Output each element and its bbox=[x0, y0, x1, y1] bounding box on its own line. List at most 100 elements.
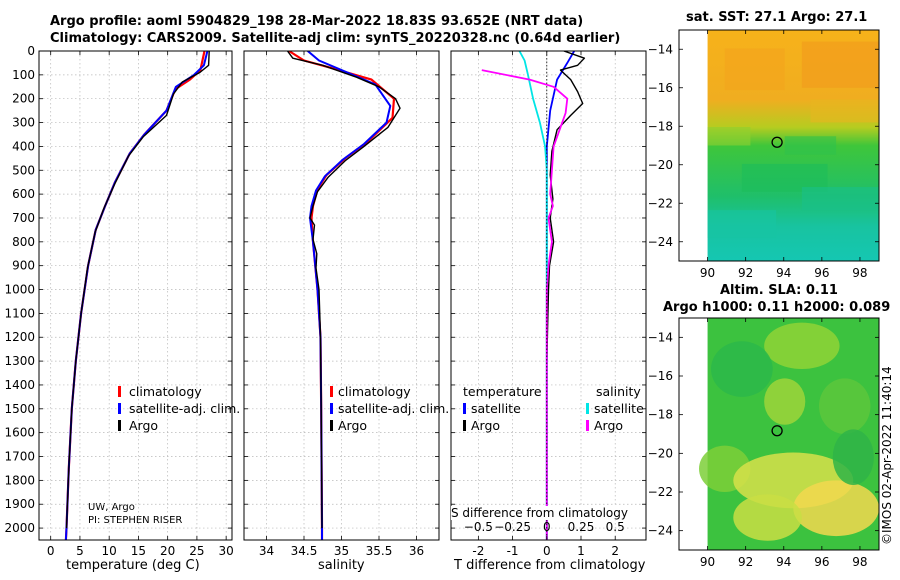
y-tick-label: 1500 bbox=[4, 402, 35, 416]
x-tick-label: 36 bbox=[409, 544, 424, 558]
x-tick-label: 15 bbox=[131, 544, 146, 558]
sst-patch bbox=[784, 136, 837, 155]
temperature-legend: climatology satellite-adj. clim. Argo bbox=[118, 383, 240, 434]
salinity-xlabel: salinity bbox=[318, 558, 365, 573]
x-tick-label: 92 bbox=[738, 555, 753, 569]
sla-blob bbox=[832, 429, 874, 486]
sla-blob bbox=[793, 480, 879, 537]
sst-patch bbox=[801, 41, 879, 88]
y-tick-label: 100 bbox=[12, 68, 35, 82]
x-tick-label: 94 bbox=[776, 555, 791, 569]
y-tick-label: 600 bbox=[12, 187, 35, 201]
x-tick-label: 98 bbox=[852, 266, 867, 280]
sla-map-title-line2: Argo h1000: 0.11 h2000: 0.089 bbox=[663, 300, 891, 315]
y-tick-label: 700 bbox=[12, 211, 35, 225]
legend-label: satellite-adj. clim. bbox=[338, 401, 450, 416]
series-line-satellite-adj-clim- bbox=[64, 51, 209, 540]
legend-swatch bbox=[586, 403, 589, 414]
legend-group-title: salinity bbox=[596, 384, 641, 399]
x-tick-label: 90 bbox=[700, 266, 715, 280]
y-tick-label: 200 bbox=[12, 92, 35, 106]
legend-label: satellite-adj. clim. bbox=[129, 401, 241, 416]
y-tick-label: −14 bbox=[648, 330, 673, 344]
legend-item-t-argo: Argo bbox=[463, 417, 542, 434]
temperature-xlabel: temperature (deg C) bbox=[66, 558, 200, 573]
sst-patch bbox=[810, 99, 879, 123]
legend-swatch bbox=[463, 420, 466, 431]
legend-swatch bbox=[118, 386, 121, 397]
legend-label: Argo bbox=[594, 418, 624, 433]
sst-map: 90 92 94 96 98 −14 −16 −18 −20 −22 −24 bbox=[648, 29, 880, 280]
s-diff-tick-label: −0.25 bbox=[494, 520, 531, 534]
x-tick-label: 0 bbox=[543, 544, 551, 558]
legend-swatch bbox=[118, 420, 121, 431]
y-tick-label: −16 bbox=[648, 369, 673, 383]
sst-patch bbox=[707, 127, 751, 146]
x-tick-label: 35.5 bbox=[366, 544, 393, 558]
series-group bbox=[64, 51, 210, 540]
sla-blob bbox=[764, 378, 806, 425]
t-difference-xlabel: T difference from climatology bbox=[454, 558, 646, 573]
s-diff-tick-label: −0.5 bbox=[464, 520, 493, 534]
argo-float-marker bbox=[771, 136, 783, 148]
series-line-argo bbox=[286, 51, 401, 529]
sla-map: 90 92 94 96 98 −14 −16 −18 −20 −22 −24 bbox=[648, 317, 880, 569]
map-frame bbox=[678, 29, 880, 262]
y-tick-label: 800 bbox=[12, 235, 35, 249]
y-tick-label: −22 bbox=[648, 485, 673, 499]
legend-item-climatology: climatology bbox=[118, 383, 240, 400]
legend-swatch bbox=[330, 420, 333, 431]
source-credit: UW, Argo bbox=[88, 502, 135, 513]
series-line-s-argo bbox=[481, 69, 569, 540]
s-diff-tick-label: 0.5 bbox=[606, 520, 625, 534]
x-tick-label: 34 bbox=[259, 544, 274, 558]
legend-label: satellite bbox=[594, 401, 644, 416]
y-tick-label: 300 bbox=[12, 116, 35, 130]
legend-item-s-argo: Argo bbox=[586, 417, 644, 434]
series-group bbox=[286, 51, 401, 540]
legend-label: climatology bbox=[129, 384, 202, 399]
x-tick-label: 92 bbox=[738, 266, 753, 280]
x-tick-label: -2 bbox=[472, 544, 484, 558]
x-tick-label: 96 bbox=[814, 555, 829, 569]
y-tick-label: 1100 bbox=[4, 306, 35, 320]
y-tick-label: 0 bbox=[27, 44, 35, 58]
y-tick-label: 1400 bbox=[4, 378, 35, 392]
legend-group-title: temperature bbox=[463, 384, 542, 399]
y-tick-label: 1200 bbox=[4, 330, 35, 344]
axes-frame bbox=[450, 50, 647, 541]
salinity-panel: 34 34.5 35 35.5 36 bbox=[243, 50, 440, 558]
legend-swatch bbox=[463, 403, 466, 414]
sla-blob bbox=[733, 494, 802, 541]
argo-float-marker bbox=[771, 425, 783, 437]
y-tick-label: −24 bbox=[648, 235, 673, 249]
sla-blob bbox=[819, 378, 871, 434]
y-tick-label: 1900 bbox=[4, 497, 35, 511]
y-tick-label: 1600 bbox=[4, 426, 35, 440]
y-tick-label: 900 bbox=[12, 259, 35, 273]
x-tick-label: 96 bbox=[814, 266, 829, 280]
series-line-climatology bbox=[64, 51, 206, 540]
legend-label: climatology bbox=[338, 384, 411, 399]
y-tick-label: −20 bbox=[648, 158, 673, 172]
series-line-t-argo bbox=[546, 51, 586, 540]
legend-label: satellite bbox=[471, 401, 521, 416]
series-line-t-satellite bbox=[545, 51, 575, 540]
legend-label: Argo bbox=[471, 418, 501, 433]
y-tick-label: 400 bbox=[12, 139, 35, 153]
map-field bbox=[699, 318, 879, 550]
y-tick-label: 2000 bbox=[4, 521, 35, 535]
difference-panel: -2 -1 0 1 2 −0.5 −0.25 0 0.25 0.5 bbox=[450, 50, 647, 558]
sst-patch bbox=[801, 187, 879, 211]
series-line-s-satellite bbox=[518, 51, 548, 540]
x-tick-label: 1 bbox=[577, 544, 585, 558]
legend-item-s-satellite: satellite bbox=[586, 400, 644, 417]
pi-credit: PI: STEPHEN RISER bbox=[88, 515, 183, 526]
sst-map-title: sat. SST: 27.1 Argo: 27.1 bbox=[686, 10, 868, 25]
sla-blob bbox=[711, 341, 773, 397]
y-tick-label: −18 bbox=[648, 408, 673, 422]
difference-legend-temperature: temperature satellite Argo bbox=[463, 383, 542, 434]
series-line-satellite-adj-clim- bbox=[307, 51, 392, 540]
series-line-argo bbox=[65, 51, 210, 529]
legend-item-t-satellite: satellite bbox=[463, 400, 542, 417]
